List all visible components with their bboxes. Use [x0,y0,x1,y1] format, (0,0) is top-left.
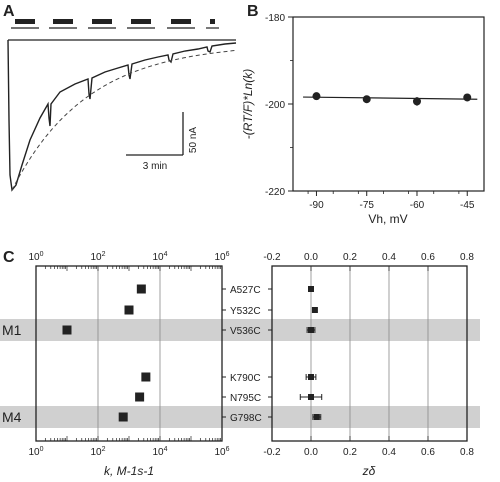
x-tick-label-c-right-bottom: -0.2 [263,447,281,458]
x-tick-label-b: -45 [460,200,475,211]
panel-label-b: B [247,3,259,20]
group-labels: M1 M4 [2,322,22,425]
plot-frame-c-right [271,265,468,442]
x-tick-label-c-right-bottom: 0.2 [343,447,357,458]
x-tick-label-c-right-top: 0.0 [304,252,318,263]
mutant-labels: A527C Y532C V536C K790C N795C G798C [222,285,272,424]
data-point-c-right [311,307,318,313]
y-tick-label-b: -220 [265,187,285,198]
data-point-c-left [124,305,134,315]
data-point-b [312,92,321,101]
current-trace [7,39,237,192]
mutant-label: G798C [230,413,262,424]
points-b [312,92,472,106]
panel-label-c: C [3,249,15,266]
application-bar [53,19,73,24]
highlight-band [0,406,480,428]
x-tick-label-b: -60 [410,200,425,211]
data-point-c-right [308,394,314,400]
current-scale-label: 50 nA [188,127,199,153]
mutant-label: N795C [230,393,261,404]
data-point-c-right [308,374,314,380]
x-tick-label-c-right-bottom: 0.8 [460,447,474,458]
time-scale-label: 3 min [143,161,167,172]
application-bar [210,19,215,24]
application-bar [15,19,35,24]
data-point-c-left [62,325,72,335]
x-tick-label-c-left: 100 [28,446,43,458]
x-ticks-c-right: -0.2 -0.2 0.0 0.0 0.2 0.2 0.4 0.4 0.6 0.6 0.8 0.8 [263,252,474,458]
x-tick-label-c-left: 102 [90,446,105,458]
data-point-c-left [118,412,128,422]
data-point-c-right [308,327,314,333]
x-tick-label-c-right-bottom: 0.6 [421,447,435,458]
y-tick-label-b: -200 [265,100,285,111]
plot-frame-b [292,16,485,192]
x-tick-label-c-right-top: -0.2 [263,252,281,263]
y-ticks-b: -220 -200 -180 [265,13,293,198]
x-tick-label-c-right-top: 0.2 [343,252,357,263]
panel-label-a: A [3,3,15,20]
application-bar [171,19,191,24]
mutant-label: A527C [230,285,261,296]
x-axis-label-c-right: zδ [362,464,376,478]
data-point-c-left [141,372,151,382]
group-label: M1 [2,322,22,338]
x-tick-label-c-left: 106 [214,446,229,458]
data-point-c-left [135,392,145,402]
fit-line-b [303,96,478,100]
x-tick-label-b: -90 [309,200,324,211]
panel-c: 100 100 102 102 104 104 106 106 -0.2 -0.2 0.0 0.0 0… [0,251,480,478]
x-tick-label-c-left: 102 [90,251,105,263]
data-point-c-right [313,414,320,420]
x-tick-label-c-left: 104 [152,251,167,263]
highlight-band [0,319,480,341]
x-tick-label-c-left: 106 [214,251,229,263]
data-point-b [463,93,472,102]
panel-a: 50 nA 3 min [7,19,237,192]
panel-b: -90 -75 -60 -45 -220-200-180 -(RT/F)*Ln(k) … [241,13,485,226]
y-axis-label-b: -(RT/F)*Ln(k) [241,69,255,139]
points-c-left [62,284,151,422]
x-axis-label-c-left: k, M-1s-1 [104,464,154,478]
application-bar [92,19,112,24]
desensitization-fit [11,49,237,191]
x-ticks-b: -90 -75 -60 -45 [307,191,475,211]
x-tick-label-c-right-top: 0.6 [421,252,435,263]
y-tick-label-b: -180 [265,13,285,24]
data-point-b [362,95,371,104]
x-tick-label-c-left: 104 [152,446,167,458]
data-point-c-right [308,286,314,292]
data-point-b [412,97,421,106]
mutant-label: V536C [230,326,261,337]
x-tick-label-c-left: 100 [28,251,43,263]
application-bar [131,19,151,24]
group-label: M4 [2,409,22,425]
application-bars [11,19,219,29]
x-tick-label-c-right-top: 0.4 [382,252,396,263]
mutant-label: K790C [230,373,261,384]
points-c-right [299,286,323,420]
x-tick-label-b: -75 [359,200,374,211]
x-tick-label-c-right-top: 0.8 [460,252,474,263]
mutant-label: Y532C [230,306,261,317]
x-tick-label-c-right-bottom: 0.4 [382,447,396,458]
x-axis-label-b: Vh, mV [368,212,407,226]
highlight-bands [0,319,480,428]
x-tick-label-c-right-bottom: 0.0 [304,447,318,458]
data-point-c-left [136,284,146,294]
